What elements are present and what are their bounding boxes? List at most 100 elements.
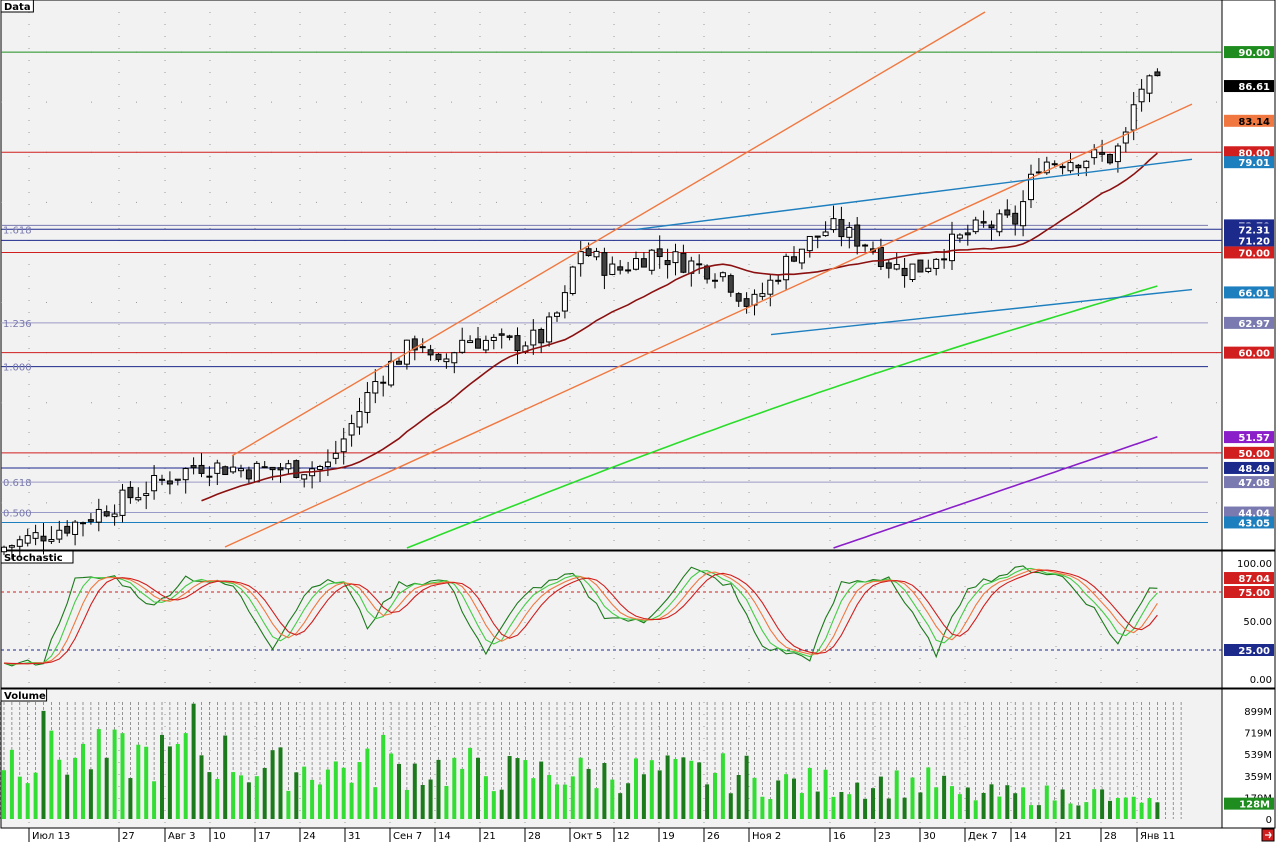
volume-bar: [728, 793, 733, 819]
candle-body: [364, 392, 371, 413]
volume-bar: [839, 791, 844, 819]
price-tag-label: 47.08: [1238, 478, 1270, 489]
price-tag-label: 50.00: [1238, 449, 1270, 460]
candle: [143, 481, 150, 510]
price-tag: [1224, 431, 1274, 444]
volume-bar: [602, 763, 607, 819]
volume-bar: [136, 744, 141, 819]
x-tick-label: 14: [1014, 831, 1027, 842]
volume-bar: [689, 760, 694, 819]
candle: [577, 241, 584, 277]
candle: [972, 216, 979, 235]
volume-bar: [1147, 798, 1152, 819]
x-tick-label: 30: [923, 831, 936, 842]
volume-bar: [886, 798, 891, 819]
candle-body: [261, 466, 268, 469]
candle-body: [625, 269, 632, 272]
candle-body: [696, 263, 703, 266]
x-tick-label: 28: [1104, 831, 1117, 842]
volume-bar: [910, 777, 915, 819]
x-tick-label: 17: [258, 831, 271, 842]
volume-bar: [1021, 787, 1026, 819]
volume-bar: [1131, 796, 1136, 819]
price-tag: [1224, 446, 1274, 459]
price-tag: [1224, 223, 1274, 236]
volume-bar: [871, 788, 875, 819]
candle-body: [806, 235, 813, 252]
candle-body: [514, 335, 521, 352]
candle-body: [245, 469, 252, 480]
candle: [380, 375, 387, 397]
volume-bar: [397, 763, 401, 819]
panel-title-box: [0, 0, 34, 13]
price-tag: [1224, 476, 1274, 489]
volume-bar: [325, 769, 330, 819]
candle: [854, 217, 861, 255]
volume-bar: [428, 779, 433, 819]
volume-bar: [784, 774, 789, 819]
candle: [759, 282, 766, 300]
candle: [980, 210, 987, 228]
candle-body: [909, 263, 916, 280]
volume-bar: [254, 776, 259, 819]
volume-bar: [776, 780, 781, 819]
candle-body: [988, 224, 995, 229]
volume-bar: [57, 759, 62, 819]
candle-body: [862, 244, 869, 247]
volume-bar: [934, 787, 939, 819]
candle-body: [111, 513, 118, 518]
volume-bar: [373, 787, 378, 819]
stoch-tag-label: 75.00: [1238, 588, 1270, 599]
candle-body: [656, 248, 663, 258]
candle-body: [956, 234, 963, 239]
volume-bar: [997, 796, 1002, 819]
price-tag: [1224, 506, 1274, 519]
volume-tick-label: 719M: [1244, 729, 1272, 740]
candle-body: [1075, 164, 1082, 169]
volume-bar: [104, 757, 109, 819]
price-tag: [1224, 114, 1274, 127]
candle: [427, 344, 434, 361]
volume-bar: [1060, 789, 1065, 819]
candle: [95, 498, 102, 532]
candle: [293, 459, 300, 479]
candle: [372, 369, 379, 404]
volume-bar: [792, 778, 796, 819]
x-tick-label: 10: [213, 831, 226, 842]
candle-body: [56, 529, 63, 540]
candle: [64, 520, 71, 537]
volume-bar: [950, 786, 954, 819]
candle-body: [411, 338, 418, 351]
candle: [16, 535, 23, 558]
volume-bar: [215, 778, 220, 819]
fib-label: 1.000: [3, 363, 32, 374]
price-panel[interactable]: [0, 0, 1223, 551]
candle: [791, 246, 797, 263]
candle-body: [135, 497, 142, 501]
volume-bar: [507, 756, 512, 819]
volume-bar: [96, 729, 101, 819]
candle-body: [593, 250, 600, 258]
price-levels: 1.618 1.236 1.000 0.618 0.500: [1, 51, 1222, 523]
candle-body: [941, 258, 948, 261]
candle: [245, 466, 252, 484]
candle: [48, 526, 55, 545]
candle-body: [901, 267, 908, 277]
price-tag-label: 71.20: [1238, 236, 1270, 247]
candle-body: [783, 255, 790, 281]
volume-bar: [1084, 802, 1089, 819]
volume-bar: [476, 757, 480, 819]
volume-bar: [341, 767, 346, 819]
price-tag-label: 80.00: [1238, 148, 1270, 159]
stochastic: 100.00 50.00 0.00 87.04 75.00 25.00: [1, 559, 1274, 686]
x-tick-label: Янв 11: [1140, 831, 1175, 842]
candle-body: [633, 258, 639, 270]
price-tag: [1224, 146, 1274, 159]
x-tick-label: 14: [438, 831, 451, 842]
candle: [633, 251, 639, 271]
candle-body: [467, 340, 474, 344]
candles: [1, 68, 1161, 560]
candle-body: [1051, 163, 1058, 166]
stochastic-panel[interactable]: [0, 550, 1223, 689]
